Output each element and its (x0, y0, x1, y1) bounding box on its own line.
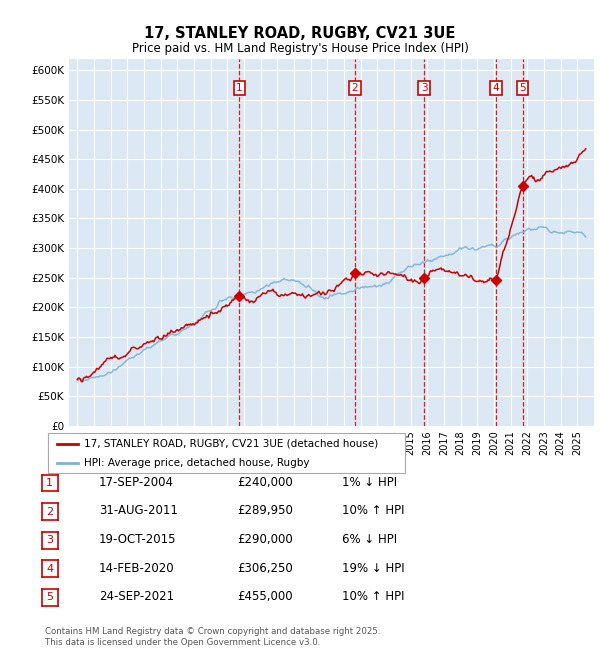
Text: 1% ↓ HPI: 1% ↓ HPI (342, 476, 397, 489)
Text: £240,000: £240,000 (237, 476, 293, 489)
Text: 14-FEB-2020: 14-FEB-2020 (99, 562, 175, 575)
Text: £289,950: £289,950 (237, 504, 293, 517)
Text: 5: 5 (520, 83, 526, 93)
Text: 17, STANLEY ROAD, RUGBY, CV21 3UE (detached house): 17, STANLEY ROAD, RUGBY, CV21 3UE (detac… (83, 439, 378, 448)
Text: 10% ↑ HPI: 10% ↑ HPI (342, 590, 404, 603)
Text: 17-SEP-2004: 17-SEP-2004 (99, 476, 174, 489)
Text: 2: 2 (46, 506, 53, 517)
Text: 19% ↓ HPI: 19% ↓ HPI (342, 562, 404, 575)
Text: 5: 5 (46, 592, 53, 603)
Text: HPI: Average price, detached house, Rugby: HPI: Average price, detached house, Rugb… (83, 458, 309, 468)
Text: 2: 2 (352, 83, 358, 93)
Text: £306,250: £306,250 (237, 562, 293, 575)
Text: 10% ↑ HPI: 10% ↑ HPI (342, 504, 404, 517)
Text: Contains HM Land Registry data © Crown copyright and database right 2025.
This d: Contains HM Land Registry data © Crown c… (45, 627, 380, 647)
Text: £455,000: £455,000 (237, 590, 293, 603)
Text: 31-AUG-2011: 31-AUG-2011 (99, 504, 178, 517)
Text: £290,000: £290,000 (237, 533, 293, 546)
Text: 6% ↓ HPI: 6% ↓ HPI (342, 533, 397, 546)
Text: 24-SEP-2021: 24-SEP-2021 (99, 590, 174, 603)
Text: 3: 3 (421, 83, 427, 93)
Text: 17, STANLEY ROAD, RUGBY, CV21 3UE: 17, STANLEY ROAD, RUGBY, CV21 3UE (145, 26, 455, 41)
Text: 4: 4 (46, 564, 53, 574)
Text: 3: 3 (46, 535, 53, 545)
Text: 1: 1 (236, 83, 242, 93)
Text: 4: 4 (493, 83, 499, 93)
Text: 1: 1 (46, 478, 53, 488)
Text: 19-OCT-2015: 19-OCT-2015 (99, 533, 176, 546)
Text: Price paid vs. HM Land Registry's House Price Index (HPI): Price paid vs. HM Land Registry's House … (131, 42, 469, 55)
